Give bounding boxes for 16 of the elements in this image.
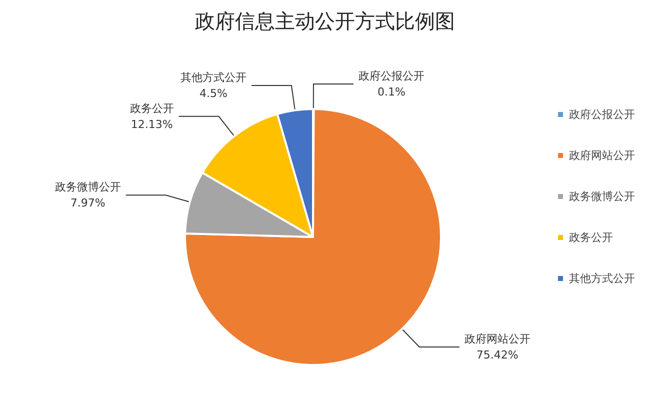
chart-title: 政府信息主动公开方式比例图 (195, 9, 455, 33)
legend-label: 政务微博公开 (569, 190, 635, 203)
slice-label: 政务微博公开 (54, 180, 121, 194)
legend-label: 政务公开 (569, 231, 613, 244)
slice-label: 政府公报公开 (358, 70, 424, 82)
slice-label: 政府网站公开 (464, 332, 530, 346)
legend-label: 政府公报公开 (569, 108, 635, 121)
data-label: 0.1% (378, 86, 406, 98)
data-label: 4.5% (199, 87, 228, 100)
legend-label: 其他方式公开 (569, 272, 635, 285)
legend-label: 政府网站公开 (569, 149, 635, 162)
data-label: 75.42% (476, 348, 518, 362)
slice-label: 其他方式公开 (180, 71, 246, 84)
data-label: 7.97% (70, 196, 106, 210)
data-label: 12.13% (130, 118, 173, 131)
slice-label: 政务公开 (130, 102, 174, 115)
